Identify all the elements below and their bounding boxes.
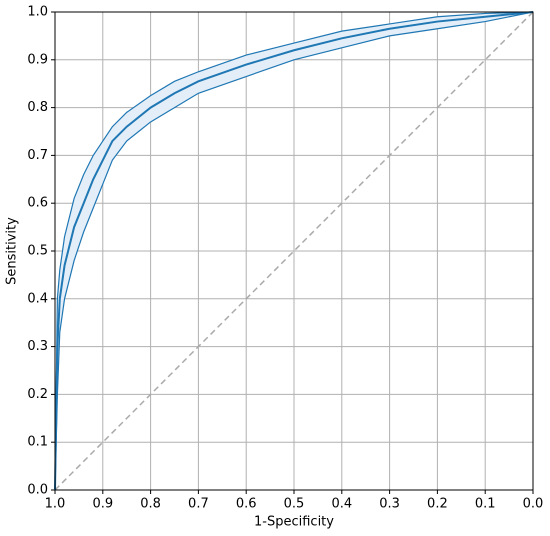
y-tick-label: 0.6 (27, 196, 48, 211)
y-tick-label: 0.8 (27, 100, 48, 115)
x-tick-label: 0.1 (475, 497, 496, 512)
mean-roc-line (54, 11, 534, 491)
x-axis-label: 1-Specificity (254, 515, 334, 530)
x-tick-label: 0.4 (331, 497, 352, 512)
y-tick-label: 0.2 (27, 387, 48, 402)
x-tick-label: 0.8 (140, 497, 161, 512)
x-tick-label: 1.0 (45, 497, 66, 512)
x-tick-label: 0.7 (188, 497, 209, 512)
y-tick-label: 0.4 (27, 291, 48, 306)
y-tick-label: 0.0 (27, 483, 48, 498)
y-axis-label: Sensitivity (5, 217, 20, 285)
plot-frame (54, 11, 534, 491)
y-tick-label: 0.1 (27, 435, 48, 450)
y-tick-label: 0.5 (27, 244, 48, 259)
y-tick-label: 0.3 (27, 339, 48, 354)
x-tick-label: 0.3 (379, 497, 400, 512)
x-tick-label: 0.0 (523, 497, 544, 512)
x-tick-label: 0.9 (92, 497, 113, 512)
bound-line (54, 11, 534, 491)
x-tick-label: 0.6 (236, 497, 257, 512)
y-tick-label: 0.9 (27, 52, 48, 67)
bound-line (54, 11, 534, 491)
y-tick-label: 1.0 (27, 5, 48, 20)
x-tick-label: 0.5 (284, 497, 305, 512)
x-tick-label: 0.2 (427, 497, 448, 512)
y-tick-label: 0.7 (27, 148, 48, 163)
chance-line (54, 11, 534, 491)
